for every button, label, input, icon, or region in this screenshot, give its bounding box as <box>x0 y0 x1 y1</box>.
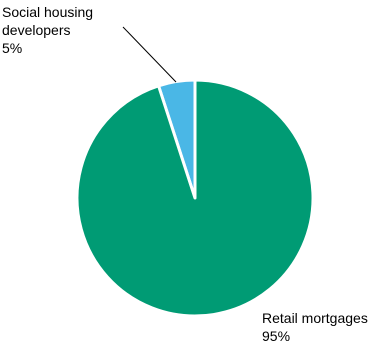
label-retail-mortgages-line-1: Retail mortgages <box>262 310 368 326</box>
pie-slices <box>75 78 315 318</box>
label-social-housing-line-2: developers <box>2 22 71 38</box>
label-retail-mortgages: Retail mortgages 95% <box>262 310 368 344</box>
label-social-housing-value: 5% <box>2 40 22 56</box>
label-retail-mortgages-value: 95% <box>262 328 290 344</box>
social-housing-leader-line <box>122 26 177 83</box>
label-social-housing-line-1: Social housing <box>2 4 93 20</box>
label-social-housing: Social housing developers 5% <box>2 4 93 56</box>
pie-slice-retail-mortgages <box>75 78 315 318</box>
